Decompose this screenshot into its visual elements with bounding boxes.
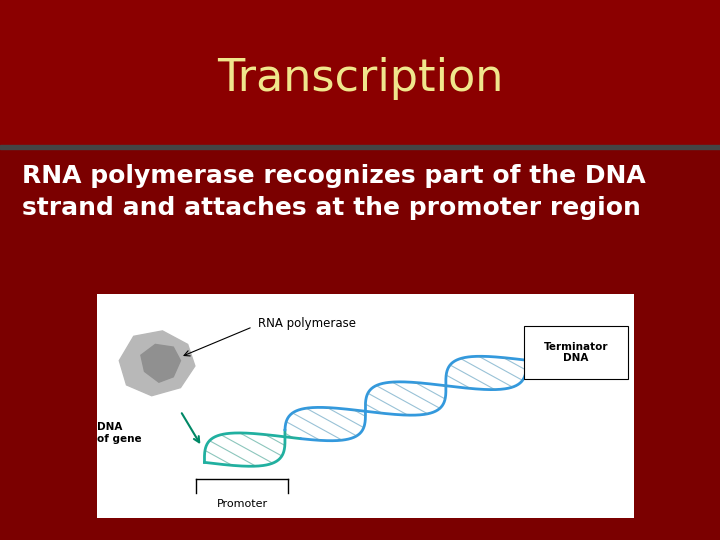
Polygon shape [141, 345, 181, 382]
Bar [0, 145, 720, 149]
Bar [523, 326, 629, 380]
Text: Transcription: Transcription [217, 57, 503, 100]
Text: RNA polymerase: RNA polymerase [258, 317, 356, 330]
Bar [97, 294, 634, 518]
Text: strand and attaches at the promoter region: strand and attaches at the promoter regi… [22, 196, 641, 220]
Bar [0, 0, 720, 146]
Text: RNA polymerase recognizes part of the DNA: RNA polymerase recognizes part of the DN… [22, 164, 645, 187]
Text: DNA
of gene: DNA of gene [97, 422, 142, 444]
Text: Promoter: Promoter [217, 499, 268, 509]
Polygon shape [120, 331, 195, 396]
Text: Terminator
DNA: Terminator DNA [544, 342, 608, 363]
